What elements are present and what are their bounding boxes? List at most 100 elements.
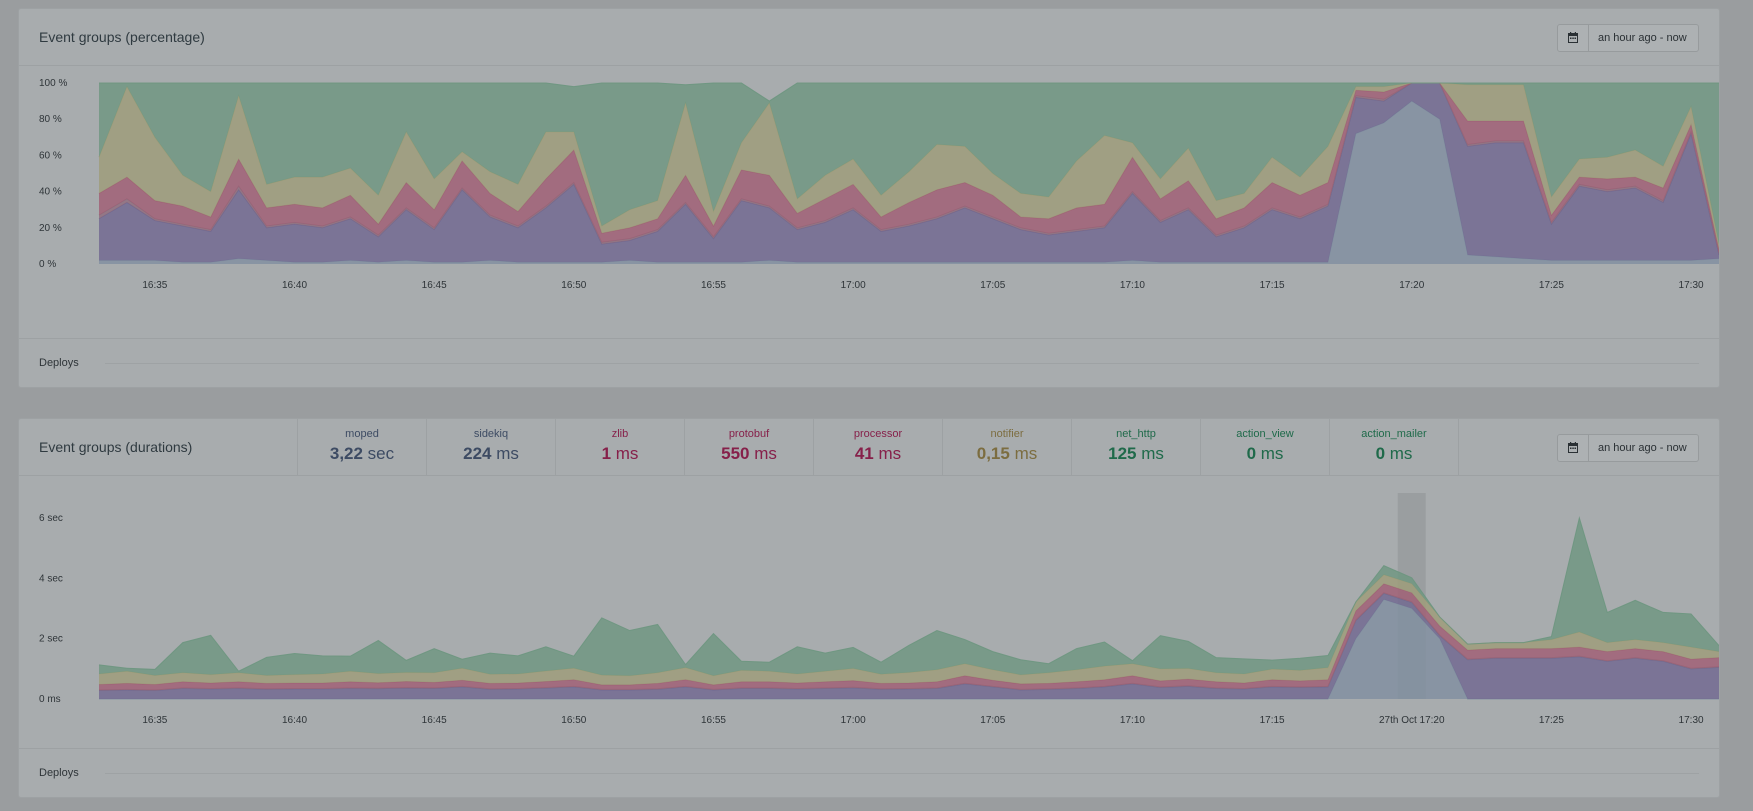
legend-item-processor[interactable]: processor 41 ms: [813, 419, 942, 475]
durations-date-range-button[interactable]: an hour ago - now: [1557, 434, 1699, 462]
area-net-http: [99, 83, 1719, 245]
x-tick-label: 17:15: [1260, 280, 1285, 291]
deploys-label: Deploys: [39, 357, 79, 369]
y-tick-label: 100 %: [39, 78, 67, 89]
date-range-label: an hour ago - now: [1598, 32, 1687, 44]
x-tick-label: 16:55: [701, 280, 726, 291]
legend-value-number: 1: [601, 444, 612, 463]
legend-item-zlib[interactable]: zlib 1 ms: [555, 419, 684, 475]
x-tick-label: 16:35: [142, 715, 167, 726]
area-sidekiq: [99, 593, 1719, 699]
legend-item-moped[interactable]: moped 3,22 sec: [297, 419, 426, 475]
percentage-panel-header: Event groups (percentage) an hour ago - …: [19, 9, 1719, 66]
durations-deploys-row: Deploys: [19, 748, 1719, 797]
area-protobuf: [99, 83, 1719, 254]
legend-value-unit: ms: [1256, 444, 1284, 463]
legend-name: action_view: [1236, 428, 1294, 440]
calendar-icon: [1558, 25, 1589, 51]
legend-value-unit: ms: [1009, 444, 1038, 463]
x-tick-label: 17:00: [841, 280, 866, 291]
deploys-label: Deploys: [39, 767, 79, 779]
x-tick-label: 16:40: [282, 280, 307, 291]
legend-value: 0,15 ms: [943, 444, 1071, 464]
date-range-label: an hour ago - now: [1598, 442, 1687, 454]
legend-value-number: 224: [463, 444, 492, 463]
legend-name: zlib: [611, 428, 629, 440]
legend-value: 224 ms: [427, 444, 555, 464]
deploys-timeline: [105, 363, 1699, 364]
legend-item-protobuf[interactable]: protobuf 550 ms: [684, 419, 813, 475]
percentage-panel: Event groups (percentage) an hour ago - …: [18, 8, 1720, 388]
x-tick-label: 17:00: [841, 715, 866, 726]
y-tick-label: 20 %: [39, 223, 62, 234]
legend-value-number: 125: [1108, 444, 1137, 463]
line-net-http: [98, 516, 1719, 672]
y-tick-label: 0 ms: [39, 694, 61, 705]
legend-value: 125 ms: [1072, 444, 1200, 464]
durations-chart[interactable]: 0 ms 2 sec 4 sec 6 sec 16:35 16:40 16:45 16:50 1…: [19, 476, 1719, 731]
x-tick-label: 17:30: [1679, 280, 1704, 291]
legend-item-action-mailer[interactable]: action_mailer 0 ms: [1329, 419, 1459, 475]
percentage-date-range-button[interactable]: an hour ago - now: [1557, 24, 1699, 52]
y-tick-label: 4 sec: [39, 573, 63, 584]
x-tick-label: 17:15: [1260, 715, 1285, 726]
y-tick-label: 60 %: [39, 150, 62, 161]
legend-name: protobuf: [728, 428, 770, 440]
legend-value: 1 ms: [556, 444, 684, 464]
percentage-deploys-row: Deploys: [19, 338, 1719, 387]
durations-panel-header: Event groups (durations) moped 3,22 sec si…: [19, 419, 1719, 476]
x-tick-label: 17:20: [1399, 280, 1424, 291]
legend-value: 3,22 sec: [298, 444, 426, 464]
legend-value-unit: ms: [1385, 444, 1413, 463]
x-tick-label: 17:10: [1120, 280, 1145, 291]
x-tick-label: 16:35: [142, 280, 167, 291]
x-tick-label: 17:10: [1120, 715, 1145, 726]
legend-name: action_mailer: [1361, 428, 1427, 440]
area-moped: [99, 101, 1719, 264]
y-tick-label: 6 sec: [39, 513, 63, 524]
x-tick-label: 17:25: [1539, 715, 1564, 726]
y-tick-label: 80 %: [39, 114, 62, 125]
y-tick-label: 2 sec: [39, 634, 63, 645]
legend-item-net-http[interactable]: net_http 125 ms: [1071, 419, 1200, 475]
durations-legend: moped 3,22 sec sidekiq 224 ms zlib 1 ms protob…: [297, 419, 1459, 475]
legend-name: sidekiq: [473, 428, 509, 440]
legend-value-unit: ms: [491, 444, 519, 463]
legend-value: 0 ms: [1330, 444, 1458, 464]
legend-item-sidekiq[interactable]: sidekiq 224 ms: [426, 419, 555, 475]
legend-value-unit: ms: [873, 444, 902, 463]
area-zlib: [99, 83, 1719, 255]
x-tick-label: 16:55: [701, 715, 726, 726]
area-sidekiq: [99, 83, 1719, 263]
legend-value-number: 0: [1375, 444, 1386, 463]
durations-panel-title: Event groups (durations): [39, 439, 193, 455]
legend-name: notifier: [990, 428, 1024, 440]
legend-value-unit: ms: [611, 444, 639, 463]
legend-value: 0 ms: [1201, 444, 1329, 464]
percentage-chart[interactable]: 0 % 20 % 40 % 60 % 80 % 100 % 16:35 16:40 16:45 1…: [19, 66, 1719, 306]
legend-name: net_http: [1116, 428, 1156, 440]
legend-value-number: 550: [721, 444, 750, 463]
durations-panel: Event groups (durations) moped 3,22 sec si…: [18, 418, 1720, 798]
legend-name: processor: [853, 428, 903, 440]
x-tick-label: 16:40: [282, 715, 307, 726]
line-net-http: [99, 82, 1719, 102]
hover-x-label: 27th Oct 17:20: [1379, 715, 1445, 726]
legend-value-number: 0: [1246, 444, 1257, 463]
area-moped: [99, 599, 1719, 699]
percentage-panel-title: Event groups (percentage): [39, 29, 205, 45]
x-tick-label: 16:45: [422, 280, 447, 291]
legend-name: moped: [345, 428, 379, 440]
y-tick-label: 0 %: [39, 259, 56, 270]
legend-item-notifier[interactable]: notifier 0,15 ms: [942, 419, 1071, 475]
legend-item-action-view[interactable]: action_view 0 ms: [1200, 419, 1329, 475]
legend-value-unit: sec: [362, 444, 395, 463]
y-tick-label: 40 %: [39, 187, 62, 198]
legend-value-number: 41: [854, 444, 874, 463]
x-tick-label: 17:05: [980, 715, 1005, 726]
legend-value-unit: ms: [749, 444, 777, 463]
legend-value-unit: ms: [1136, 444, 1164, 463]
x-tick-label: 17:30: [1679, 715, 1704, 726]
x-tick-label: 17:25: [1539, 280, 1564, 291]
x-tick-label: 16:50: [561, 280, 586, 291]
